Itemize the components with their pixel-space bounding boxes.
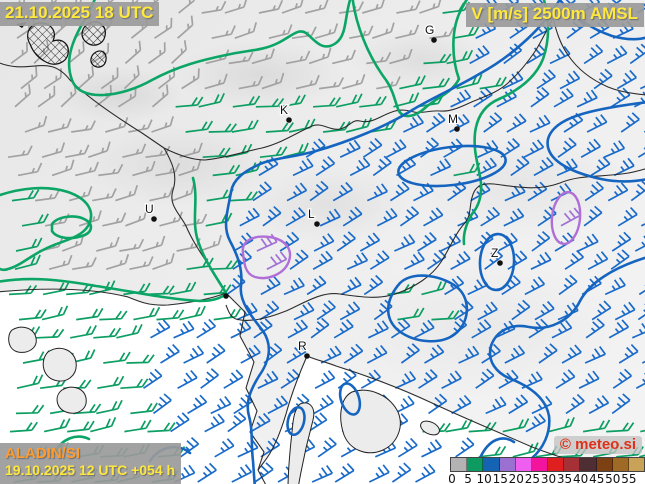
legend-swatch — [499, 458, 516, 471]
variable-title-label: V [m/s] 2500m AMSL — [466, 3, 644, 27]
legend-swatch — [564, 458, 581, 471]
legend-value: 10 — [476, 472, 492, 484]
legend-value: 40 — [572, 472, 589, 484]
svg-text:K: K — [280, 103, 288, 117]
legend-swatch — [483, 458, 500, 471]
legend-value: 35 — [556, 472, 573, 484]
svg-text:M: M — [448, 112, 458, 126]
city-marker: K — [279, 102, 292, 123]
svg-text:U: U — [145, 202, 154, 216]
legend-value: 25 — [524, 472, 541, 484]
speed-legend: 0 5 10 15 20 25 30 35 40 45 50 55 — [448, 457, 645, 484]
city-marker: L — [307, 206, 320, 227]
isotach-10ms-contours — [148, 0, 645, 484]
svg-text:L: L — [308, 207, 315, 221]
legend-color-bar — [450, 457, 645, 472]
legend-value: 5 — [464, 472, 472, 484]
city-marker — [223, 293, 229, 299]
legend-value: 15 — [492, 472, 508, 484]
legend-swatch — [515, 458, 532, 471]
legend-swatch — [628, 458, 645, 471]
valid-time-label: 21.10.2025 18 UTC — [0, 2, 160, 26]
legend-value: 55 — [621, 472, 637, 484]
isotach-15ms-contours — [241, 190, 582, 280]
model-name-label: ALADIN/SI — [5, 445, 80, 462]
legend-value: 30 — [540, 472, 557, 484]
city-markers: G K M U L Z R — [144, 22, 503, 359]
legend-swatch — [548, 458, 565, 471]
city-marker: R — [297, 338, 310, 359]
legend-value: 50 — [605, 472, 621, 484]
isotach-5ms-contours — [0, 0, 550, 454]
legend-value-labels: 0 5 10 15 20 25 30 35 40 45 50 55 — [448, 472, 645, 484]
city-marker: M — [447, 111, 460, 132]
legend-swatch — [596, 458, 613, 471]
legend-value: 0 — [448, 472, 456, 484]
model-info-box: ALADIN/SI 19.10.2025 12 UTC +054 h — [0, 443, 182, 484]
copyright-label: © meteo.si — [553, 436, 642, 454]
legend-value: 45 — [589, 472, 605, 484]
islands — [8, 326, 440, 484]
city-marker: Z — [490, 245, 503, 266]
legend-swatch — [531, 458, 549, 471]
legend-swatch — [612, 458, 629, 471]
legend-swatch — [451, 458, 468, 471]
legend-value: 20 — [508, 472, 524, 484]
svg-text:Z: Z — [491, 246, 498, 260]
model-run-label: 19.10.2025 12 UTC +054 h — [5, 461, 176, 478]
legend-swatch — [580, 458, 597, 471]
svg-text:R: R — [298, 339, 307, 353]
svg-text:G: G — [425, 23, 434, 37]
city-marker: U — [144, 201, 157, 222]
legend-swatch — [467, 458, 484, 471]
city-marker: G — [424, 22, 437, 43]
